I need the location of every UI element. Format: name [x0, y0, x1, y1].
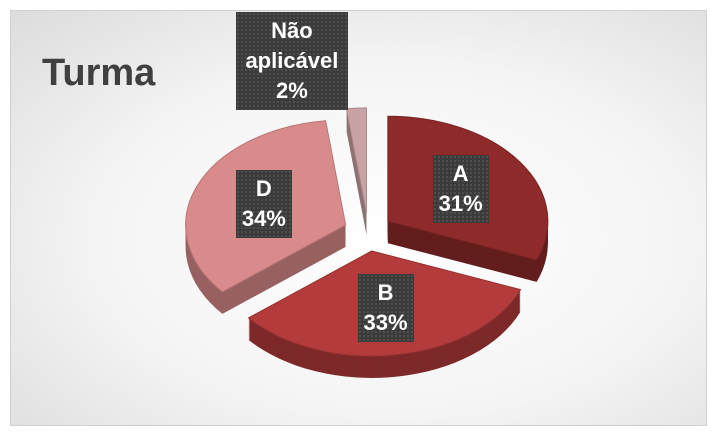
data-label: A 31% — [432, 154, 489, 223]
data-label-category: B — [377, 280, 394, 305]
pie-slice — [345, 107, 367, 235]
slice-top — [345, 107, 367, 213]
data-label: B 33% — [357, 274, 414, 342]
chart-title: Turma — [42, 52, 156, 94]
data-label: Não aplicável 2% — [235, 11, 348, 110]
data-label-value: 31% — [438, 190, 483, 216]
data-label-category: D — [255, 175, 272, 201]
data-label-category: Não aplicável — [245, 17, 339, 73]
data-label-value: 2% — [276, 77, 308, 103]
data-label-category: A — [452, 160, 469, 186]
data-label-value: 34% — [241, 205, 286, 231]
data-label: D 34% — [235, 169, 292, 238]
data-label-value: 33% — [363, 310, 408, 335]
